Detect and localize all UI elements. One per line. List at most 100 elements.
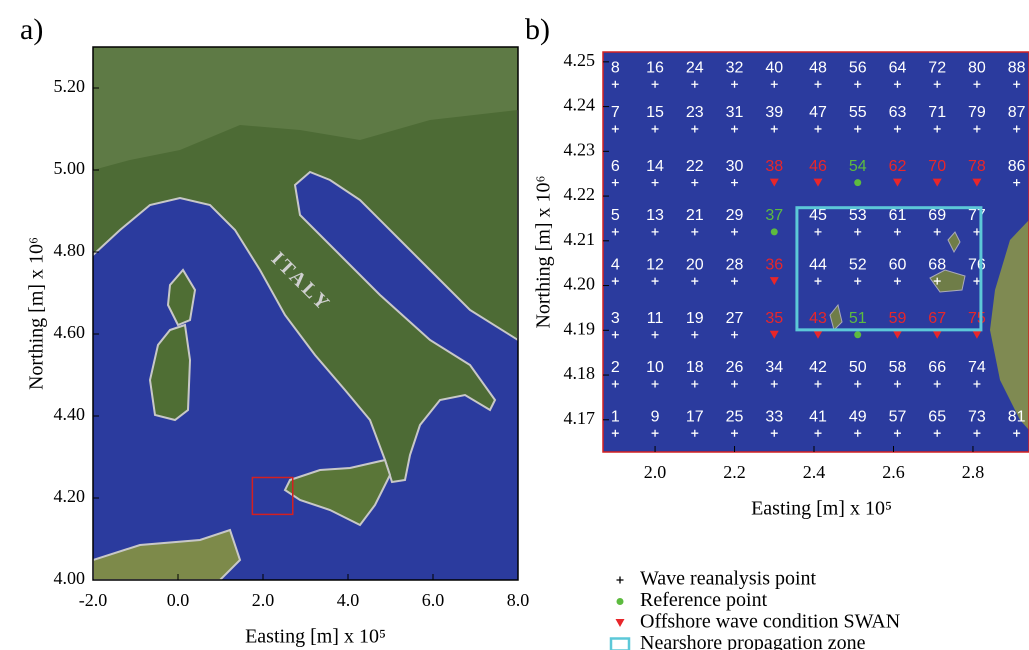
point-label: 48	[809, 59, 827, 76]
x-tick-label: 2.0	[252, 590, 275, 610]
point-label: 72	[928, 59, 946, 76]
point-label: 39	[765, 104, 783, 121]
y-axis-label: Northing [m] x 10⁶	[26, 237, 48, 390]
point-label: 44	[809, 256, 827, 273]
point-label: 69	[928, 207, 946, 224]
point-label: 68	[928, 256, 946, 273]
point-label: 38	[765, 158, 783, 175]
point-label: 14	[646, 158, 664, 175]
point-label: 50	[849, 359, 867, 376]
reference-point	[854, 179, 861, 186]
point-label: 10	[646, 359, 664, 376]
point-label: 81	[1008, 408, 1026, 425]
x-tick-label: -2.0	[79, 590, 108, 610]
reference-point	[771, 228, 778, 235]
point-label: 24	[686, 59, 704, 76]
y-tick-label: 4.23	[564, 139, 596, 159]
point-label: 55	[849, 104, 867, 121]
point-label: 6	[611, 158, 620, 175]
y-axis-label: Northing [m] x 10⁶	[533, 175, 555, 328]
point-label: 58	[889, 359, 907, 376]
point-label: 13	[646, 207, 664, 224]
panel-label: a)	[20, 13, 43, 46]
point-label: 70	[928, 158, 946, 175]
point-label: 7	[611, 104, 620, 121]
point-label: 32	[726, 59, 744, 76]
point-label: 28	[726, 256, 744, 273]
point-label: 52	[849, 256, 867, 273]
point-label: 37	[765, 207, 783, 224]
y-tick-label: 4.80	[54, 240, 86, 260]
x-tick-label: 6.0	[422, 590, 445, 610]
point-label: 3	[611, 310, 620, 327]
point-label: 15	[646, 104, 664, 121]
x-tick-label: 8.0	[507, 590, 530, 610]
point-label: 71	[928, 104, 946, 121]
point-label: 34	[765, 359, 783, 376]
point-label: 11	[647, 310, 664, 327]
point-label: 20	[686, 256, 704, 273]
point-label: 25	[726, 408, 744, 425]
point-label: 80	[968, 59, 986, 76]
point-label: 87	[1008, 104, 1026, 121]
point-label: 41	[809, 408, 827, 425]
legend-label: Wave reanalysis point	[640, 568, 817, 590]
point-label: 64	[889, 59, 907, 76]
point-label: 31	[726, 104, 744, 121]
point-label: 40	[765, 59, 783, 76]
x-axis-label: Easting [m] x 10⁵	[245, 626, 386, 648]
point-label: 63	[889, 104, 907, 121]
figure: -2.00.02.04.06.08.04.004.204.404.604.805…	[0, 0, 1029, 650]
point-label: 22	[686, 158, 704, 175]
x-tick-label: 0.0	[167, 590, 190, 610]
point-label: 56	[849, 59, 867, 76]
y-tick-label: 5.20	[54, 76, 86, 96]
point-label: 36	[765, 256, 783, 273]
point-label: 18	[686, 359, 704, 376]
panel-label: b)	[525, 13, 550, 46]
x-tick-label: 2.4	[803, 462, 826, 482]
point-label: 5	[611, 207, 620, 224]
x-axis-label: Easting [m] x 10⁵	[751, 498, 892, 520]
point-label: 76	[968, 256, 986, 273]
y-tick-label: 5.00	[54, 158, 86, 178]
point-label: 19	[686, 310, 704, 327]
point-label: 30	[726, 158, 744, 175]
point-label: 17	[686, 408, 704, 425]
point-label: 59	[889, 310, 907, 327]
point-label: 12	[646, 256, 664, 273]
y-tick-label: 4.18	[564, 363, 596, 383]
legend-marker	[617, 577, 624, 584]
point-label: 46	[809, 158, 827, 175]
y-tick-label: 4.00	[54, 568, 86, 588]
legend-marker	[616, 619, 625, 627]
point-label: 53	[849, 207, 867, 224]
point-label: 2	[611, 359, 620, 376]
y-tick-label: 4.20	[54, 486, 86, 506]
point-label: 8	[611, 59, 620, 76]
point-label: 29	[726, 207, 744, 224]
point-label: 65	[928, 408, 946, 425]
point-label: 57	[889, 408, 907, 425]
point-label: 43	[809, 310, 827, 327]
x-tick-label: 2.2	[723, 462, 746, 482]
point-label: 27	[726, 310, 744, 327]
point-label: 33	[765, 408, 783, 425]
y-tick-label: 4.19	[564, 318, 596, 338]
y-tick-label: 4.60	[54, 322, 86, 342]
point-label: 66	[928, 359, 946, 376]
point-label: 26	[726, 359, 744, 376]
point-label: 75	[968, 310, 986, 327]
point-label: 88	[1008, 59, 1026, 76]
point-label: 21	[686, 207, 704, 224]
legend-marker	[617, 598, 624, 605]
y-tick-label: 4.20	[564, 274, 596, 294]
x-tick-label: 2.6	[882, 462, 905, 482]
point-label: 74	[968, 359, 986, 376]
y-tick-label: 4.25	[564, 50, 596, 70]
point-label: 73	[968, 408, 986, 425]
point-label: 9	[651, 408, 660, 425]
point-label: 79	[968, 104, 986, 121]
point-label: 60	[889, 256, 907, 273]
point-label: 47	[809, 104, 827, 121]
